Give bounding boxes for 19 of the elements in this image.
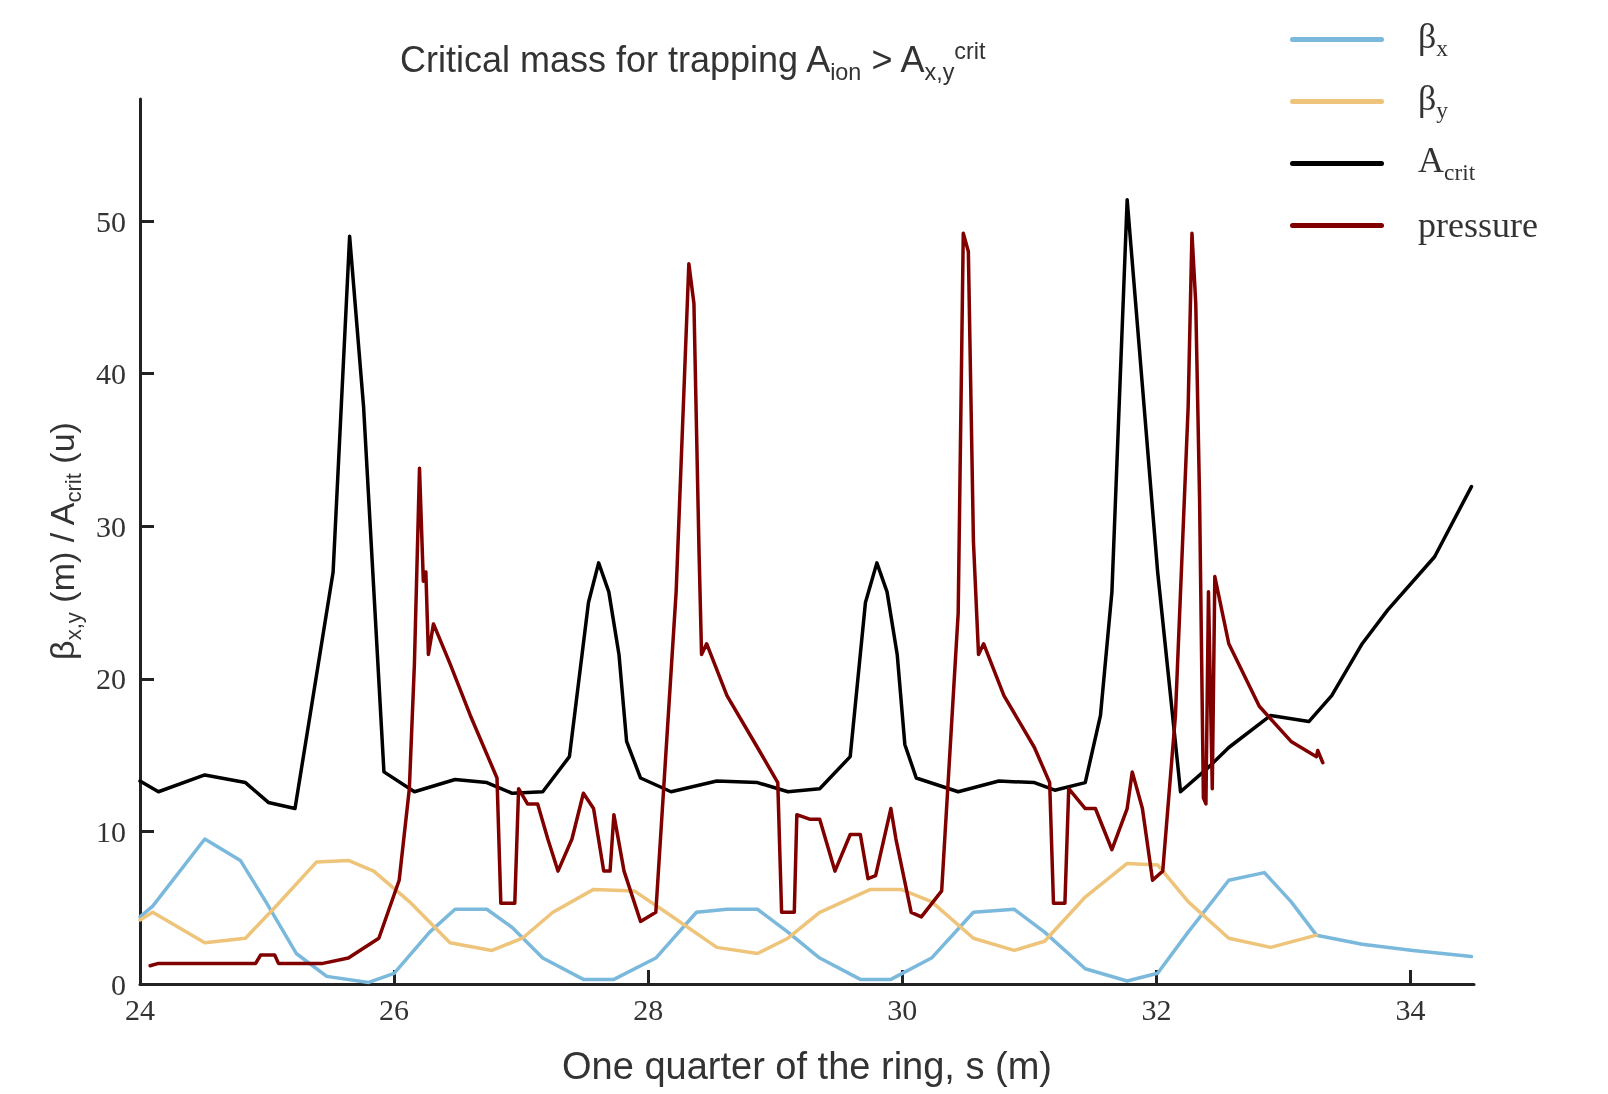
- x-axis-title: One quarter of the ring, s (m): [561, 1045, 1053, 1088]
- y-tick-label: 20: [96, 662, 126, 696]
- y-tick-label: 30: [96, 509, 126, 543]
- legend-label: β$_{x}$: [1418, 15, 1449, 63]
- y-tick-label: 40: [96, 357, 126, 391]
- x-tick-label: 28: [633, 992, 664, 1026]
- line-series: [148, 231, 1325, 968]
- legend-label: A$_{crit}$: [1418, 139, 1476, 187]
- x-tick-label: 32: [1141, 992, 1172, 1026]
- y-tick-label: 0: [111, 967, 126, 1001]
- line-series: [138, 858, 1319, 956]
- y-tick-label: 50: [96, 204, 126, 238]
- legend-label: β$_{y}$: [1418, 77, 1449, 125]
- x-tick-label: 24: [125, 992, 155, 1026]
- x-tick-label: 34: [1395, 992, 1426, 1026]
- x-tick-label: 26: [379, 992, 410, 1026]
- legend-label: pressure: [1418, 204, 1538, 246]
- y-tick-label: 10: [96, 814, 126, 848]
- x-tick-label: 30: [887, 992, 918, 1026]
